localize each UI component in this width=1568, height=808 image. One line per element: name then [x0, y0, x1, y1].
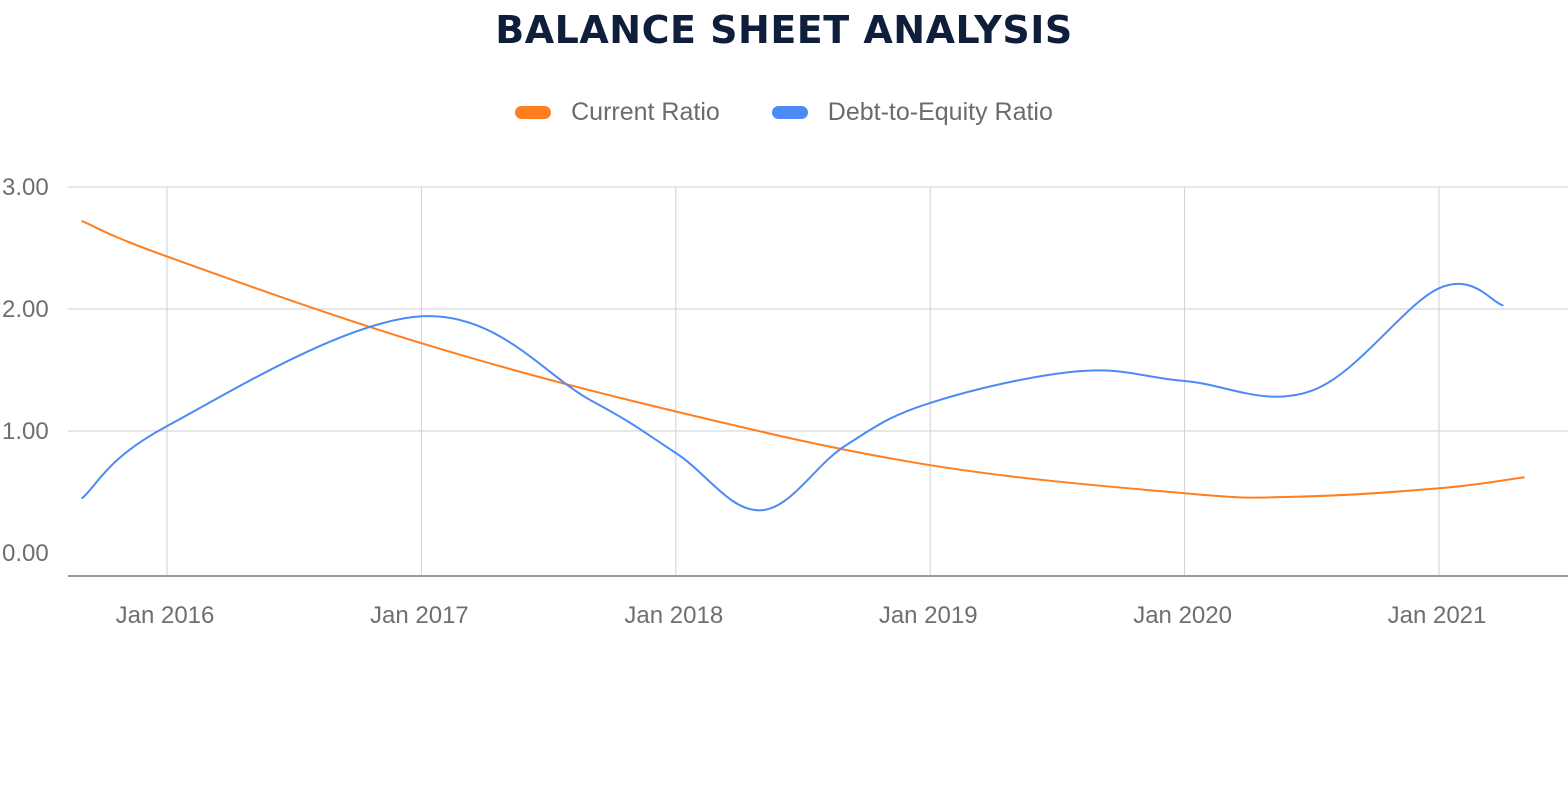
legend-swatch-debt-to-equity-ratio	[771, 106, 808, 119]
y-tick-label: 2.00	[2, 296, 49, 323]
x-tick-label: Jan 2018	[624, 602, 723, 629]
x-tick-label: Jan 2021	[1388, 602, 1487, 629]
x-tick-label: Jan 2019	[879, 602, 978, 629]
x-tick-label: Jan 2020	[1133, 602, 1232, 629]
legend-item-current-ratio[interactable]: Current Ratio	[515, 98, 720, 127]
y-tick-label: 1.00	[2, 418, 49, 445]
legend: Current Ratio Debt-to-Equity Ratio	[0, 98, 1568, 127]
series-line-debt-to-equity-ratio[interactable]	[81, 282, 1504, 512]
y-tick-label: 3.00	[2, 174, 49, 201]
x-tick-label: Jan 2016	[116, 602, 215, 629]
series-line-current-ratio[interactable]	[81, 220, 1525, 499]
y-tick-label: 0.00	[2, 540, 49, 567]
legend-item-debt-to-equity-ratio[interactable]: Debt-to-Equity Ratio	[771, 98, 1053, 127]
legend-label-current-ratio: Current Ratio	[571, 98, 720, 126]
legend-swatch-current-ratio	[515, 106, 552, 119]
x-tick-label: Jan 2017	[370, 602, 469, 629]
chart-title: BALANCE SHEET ANALYSIS	[495, 8, 1073, 52]
legend-label-debt-to-equity-ratio: Debt-to-Equity Ratio	[827, 98, 1053, 126]
